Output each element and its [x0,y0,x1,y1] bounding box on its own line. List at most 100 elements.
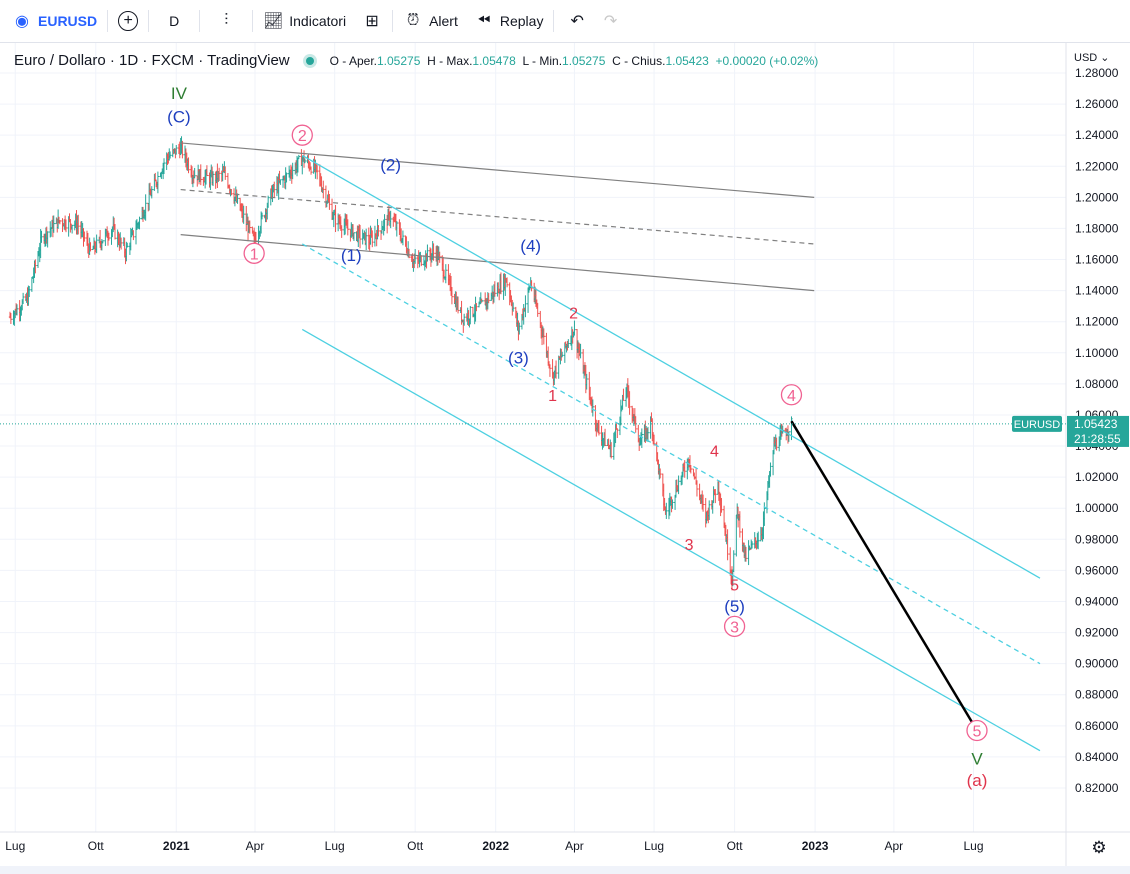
price-tick-label: 0.86000 [1075,719,1119,733]
time-tick-label: Lug [325,839,345,853]
wave-label: IV [171,84,188,103]
toolbar-divider [553,10,555,32]
time-tick-label: Ott [407,839,424,853]
wave-label: (4) [520,237,541,256]
chevron-down-icon: ⌄ [1100,52,1110,64]
replay-label: Replay [499,13,544,29]
low-label: L - Min. [522,53,563,68]
wave-label: (C) [167,108,191,127]
symbol-search[interactable]: ◉ EURUSD [0,0,105,42]
alert-label: Alert [429,13,458,29]
time-tick-label: 2023 [802,839,829,853]
toolbar-divider [199,10,201,32]
time-tick-label: Apr [565,839,584,853]
layout-button[interactable]: ⊞ [354,0,390,42]
bars-icon: ⫶ [224,12,229,29]
layout-icon: ⊞ [365,13,379,30]
time-tick-label: Lug [963,839,983,853]
symbol-price-tag [1012,415,1062,432]
indicators-button[interactable]: 📈︎ Indicatori [255,0,354,42]
channel-line-bottom[interactable] [301,328,1041,752]
wave-label: 5 [730,577,739,594]
wave-circle [291,124,313,146]
time-tick-label: 2021 [163,839,190,853]
interval-button[interactable]: D [151,0,197,42]
price-tick-label: 1.18000 [1075,221,1119,235]
currency-label: USD [1074,52,1098,64]
redo-button[interactable]: ↷ [598,0,623,42]
open-value: 1.05275 [377,53,421,68]
wave-label: 2 [298,128,307,145]
wave-label: (5) [724,597,745,616]
add-symbol-button[interactable]: + [110,0,146,42]
wave-label: V [971,749,983,768]
toolbar-divider [107,10,109,32]
replay-icon: ⏪︎ [477,12,491,29]
interval-label: D [169,13,180,29]
wave-label: 4 [710,444,719,461]
trendline-middle-dashed[interactable] [180,188,815,245]
price-tick-label: 1.16000 [1075,253,1119,267]
price-tick-label: 0.84000 [1075,750,1119,764]
symbol-label: EURUSD [38,13,98,29]
price-tick-label: 0.94000 [1075,594,1119,608]
time-tick-label: Apr [885,839,904,853]
chart-legend: Euro / Dollaro · 1D · FXCM · TradingView… [14,52,818,69]
price-tick-label: 1.26000 [1075,97,1119,111]
currency-selector[interactable]: USD ⌄ [1074,51,1110,64]
wave-label: (a) [967,771,988,790]
top-toolbar: ◉ EURUSD + D ⫶ 📈︎ Indicatori ⊞ ⏰︎ Alert … [0,0,1130,43]
wave-label: 5 [973,723,982,740]
close-value: 1.05423 [665,53,709,68]
trendline-lower[interactable] [180,234,815,292]
change-value: +0.00020 (+0.02%) [715,53,819,68]
toolbar-divider [148,10,150,32]
projection-line[interactable] [790,420,979,732]
alert-button[interactable]: ⏰︎ Alert [395,0,466,42]
undo-button[interactable]: ↶ [556,0,597,42]
price-tick-label: 1.24000 [1075,128,1119,142]
wave-label: 3 [685,537,694,554]
price-tick-label: 0.96000 [1075,563,1119,577]
ohlc-values: O - Aper.1.05275 H - Max.1.05478 L - Min… [330,54,819,68]
open-label: O - Aper. [329,53,377,68]
price-tick-label: 1.20000 [1075,190,1119,204]
chart-area[interactable]: 1.28000 1.26000 1.24000 1.22000 1.20000 1.180… [0,43,1130,874]
price-chart[interactable]: 1.28000 1.26000 1.24000 1.22000 1.20000 1.180… [0,43,1130,866]
wave-circle [723,615,746,637]
last-price-label: 1.05423 [1074,417,1118,431]
market-status-icon [305,56,314,65]
price-tick-label: 0.88000 [1075,688,1119,702]
price-tick-label: 0.92000 [1075,626,1119,640]
wave-label: 1 [548,388,557,405]
close-label: C - Chius. [612,53,666,68]
price-tick-label: 1.10000 [1075,346,1119,360]
symbol-tag-label: EURUSD [1014,419,1061,431]
alert-icon: ⏰︎ [406,12,420,29]
high-value: 1.05478 [472,53,516,68]
symbol-icon: ◉ [15,13,29,30]
indicators-icon: 📈︎ [263,13,284,30]
indicators-label: Indicatori [289,13,347,29]
replay-button[interactable]: ⏪︎ Replay [466,0,552,42]
price-tick-label: 0.82000 [1075,781,1119,795]
gear-icon[interactable]: ⚙ [1091,838,1106,857]
trendline-upper[interactable] [180,142,815,198]
wave-circle [243,242,265,264]
wave-label: 1 [250,246,259,263]
countdown-label: 21:28:55 [1074,432,1121,446]
undo-icon: ↶ [570,13,584,30]
price-tick-label: 1.14000 [1075,284,1119,298]
chart-type-button[interactable]: ⫶ [202,0,250,42]
wave-label: 3 [730,619,739,636]
channel-line-top[interactable] [301,154,1041,579]
wave-label: (1) [341,246,362,265]
time-tick-label: Ott [727,839,744,853]
price-tick-label: 1.08000 [1075,377,1119,391]
price-tick-label: 0.90000 [1075,657,1119,671]
channel-line-middle-dashed[interactable] [301,243,1041,665]
toolbar-divider [252,10,254,32]
wave-label: 2 [569,305,578,322]
wave-label: 4 [787,388,796,405]
price-tick-label: 1.12000 [1075,315,1119,329]
